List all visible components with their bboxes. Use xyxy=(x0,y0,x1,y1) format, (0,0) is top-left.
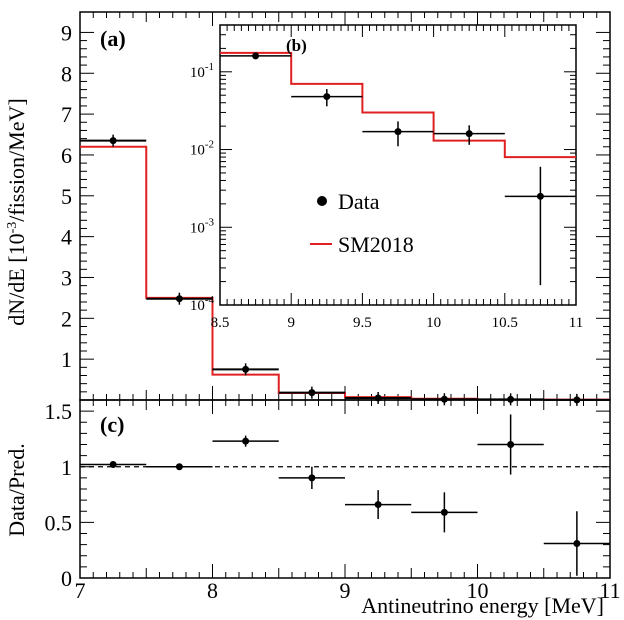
panel-c: 0 0.5 1 1.5 7 8 9 10 11 (c) Data/Pred. Antineut… xyxy=(4,399,621,618)
a-data-point xyxy=(242,365,250,373)
a-data-point xyxy=(175,295,183,303)
panel-b-label: (b) xyxy=(286,36,307,55)
b-ytick-label: 10-1 xyxy=(190,61,214,81)
panel-a: 1 2 3 4 5 6 7 8 9 (a) dN/dE [10-3/fission/MeV] xyxy=(4,11,611,406)
panel-a-label: (a) xyxy=(100,26,126,51)
c-ratio-point xyxy=(440,508,448,516)
x-axis-title: Antineutrino energy [MeV] xyxy=(361,593,604,618)
b-xtick-label: 9.5 xyxy=(353,315,372,331)
panel-a-ylabel: dN/dE [10-3/fission/MeV] xyxy=(4,98,29,325)
b-ytick-label: 10-3 xyxy=(190,216,215,236)
b-data-point xyxy=(394,128,402,136)
a-ytick-label: 9 xyxy=(61,20,72,45)
c-ratio-point xyxy=(374,501,382,509)
c-ytick-label: 0.5 xyxy=(45,510,73,535)
c-ytick-label: 1.5 xyxy=(45,399,73,424)
b-ytick-label: 10-2 xyxy=(190,139,214,159)
c-ratio-point xyxy=(242,437,250,445)
a-data-point xyxy=(109,137,117,145)
panel-b-inset: 10-4 10-3 10-2 10-1 8.5 9 9.5 10 10.5 11 (b) Dat… xyxy=(190,24,583,331)
c-xtick-label: 8 xyxy=(207,578,218,603)
panel-c-ylabel: Data/Pred. xyxy=(4,443,29,536)
b-xtick-label: 9 xyxy=(287,315,295,331)
a-data-point xyxy=(308,389,316,397)
a-ytick-label: 5 xyxy=(61,184,72,209)
b-sm2018-step-line xyxy=(220,51,576,159)
c-ratio-point xyxy=(573,540,581,548)
a-ytick-label: 1 xyxy=(61,347,72,372)
panel-c-label: (c) xyxy=(100,412,124,437)
panel-b-frame xyxy=(219,24,577,306)
c-xtick-label: 11 xyxy=(599,578,620,603)
legend: Data SM2018 xyxy=(310,189,414,257)
b-data-point xyxy=(536,192,544,200)
legend-sm2018-label: SM2018 xyxy=(338,232,414,257)
c-ratio-point xyxy=(308,474,316,482)
legend-data-marker xyxy=(317,196,327,206)
legend-data-label: Data xyxy=(338,189,380,214)
a-ytick-label: 3 xyxy=(61,265,72,290)
b-data-point xyxy=(465,130,473,138)
a-ytick-label: 4 xyxy=(61,225,72,250)
b-xtick-label: 11 xyxy=(569,315,583,331)
b-xtick-label: 8.5 xyxy=(211,315,230,331)
panel-c-frame xyxy=(79,399,611,579)
a-ytick-label: 7 xyxy=(61,102,72,127)
a-ytick-label: 2 xyxy=(61,306,72,331)
c-xtick-label: 7 xyxy=(75,578,86,603)
b-xtick-label: 10 xyxy=(426,315,441,331)
a-ytick-label: 6 xyxy=(61,143,72,168)
b-xtick-label: 10.5 xyxy=(492,315,518,331)
c-ratio-point xyxy=(175,463,183,471)
c-ratio-point xyxy=(507,441,515,448)
b-data-point xyxy=(323,93,331,101)
c-xtick-label: 10 xyxy=(467,578,489,603)
c-ytick-label: 0 xyxy=(61,566,72,591)
b-ytick-label: 10-4 xyxy=(190,294,215,314)
b-data-point xyxy=(252,52,260,60)
c-xtick-label: 9 xyxy=(340,578,351,603)
c-ytick-label: 1 xyxy=(61,455,72,480)
a-ytick-label: 8 xyxy=(61,61,72,86)
c-ratio-point xyxy=(109,461,117,469)
